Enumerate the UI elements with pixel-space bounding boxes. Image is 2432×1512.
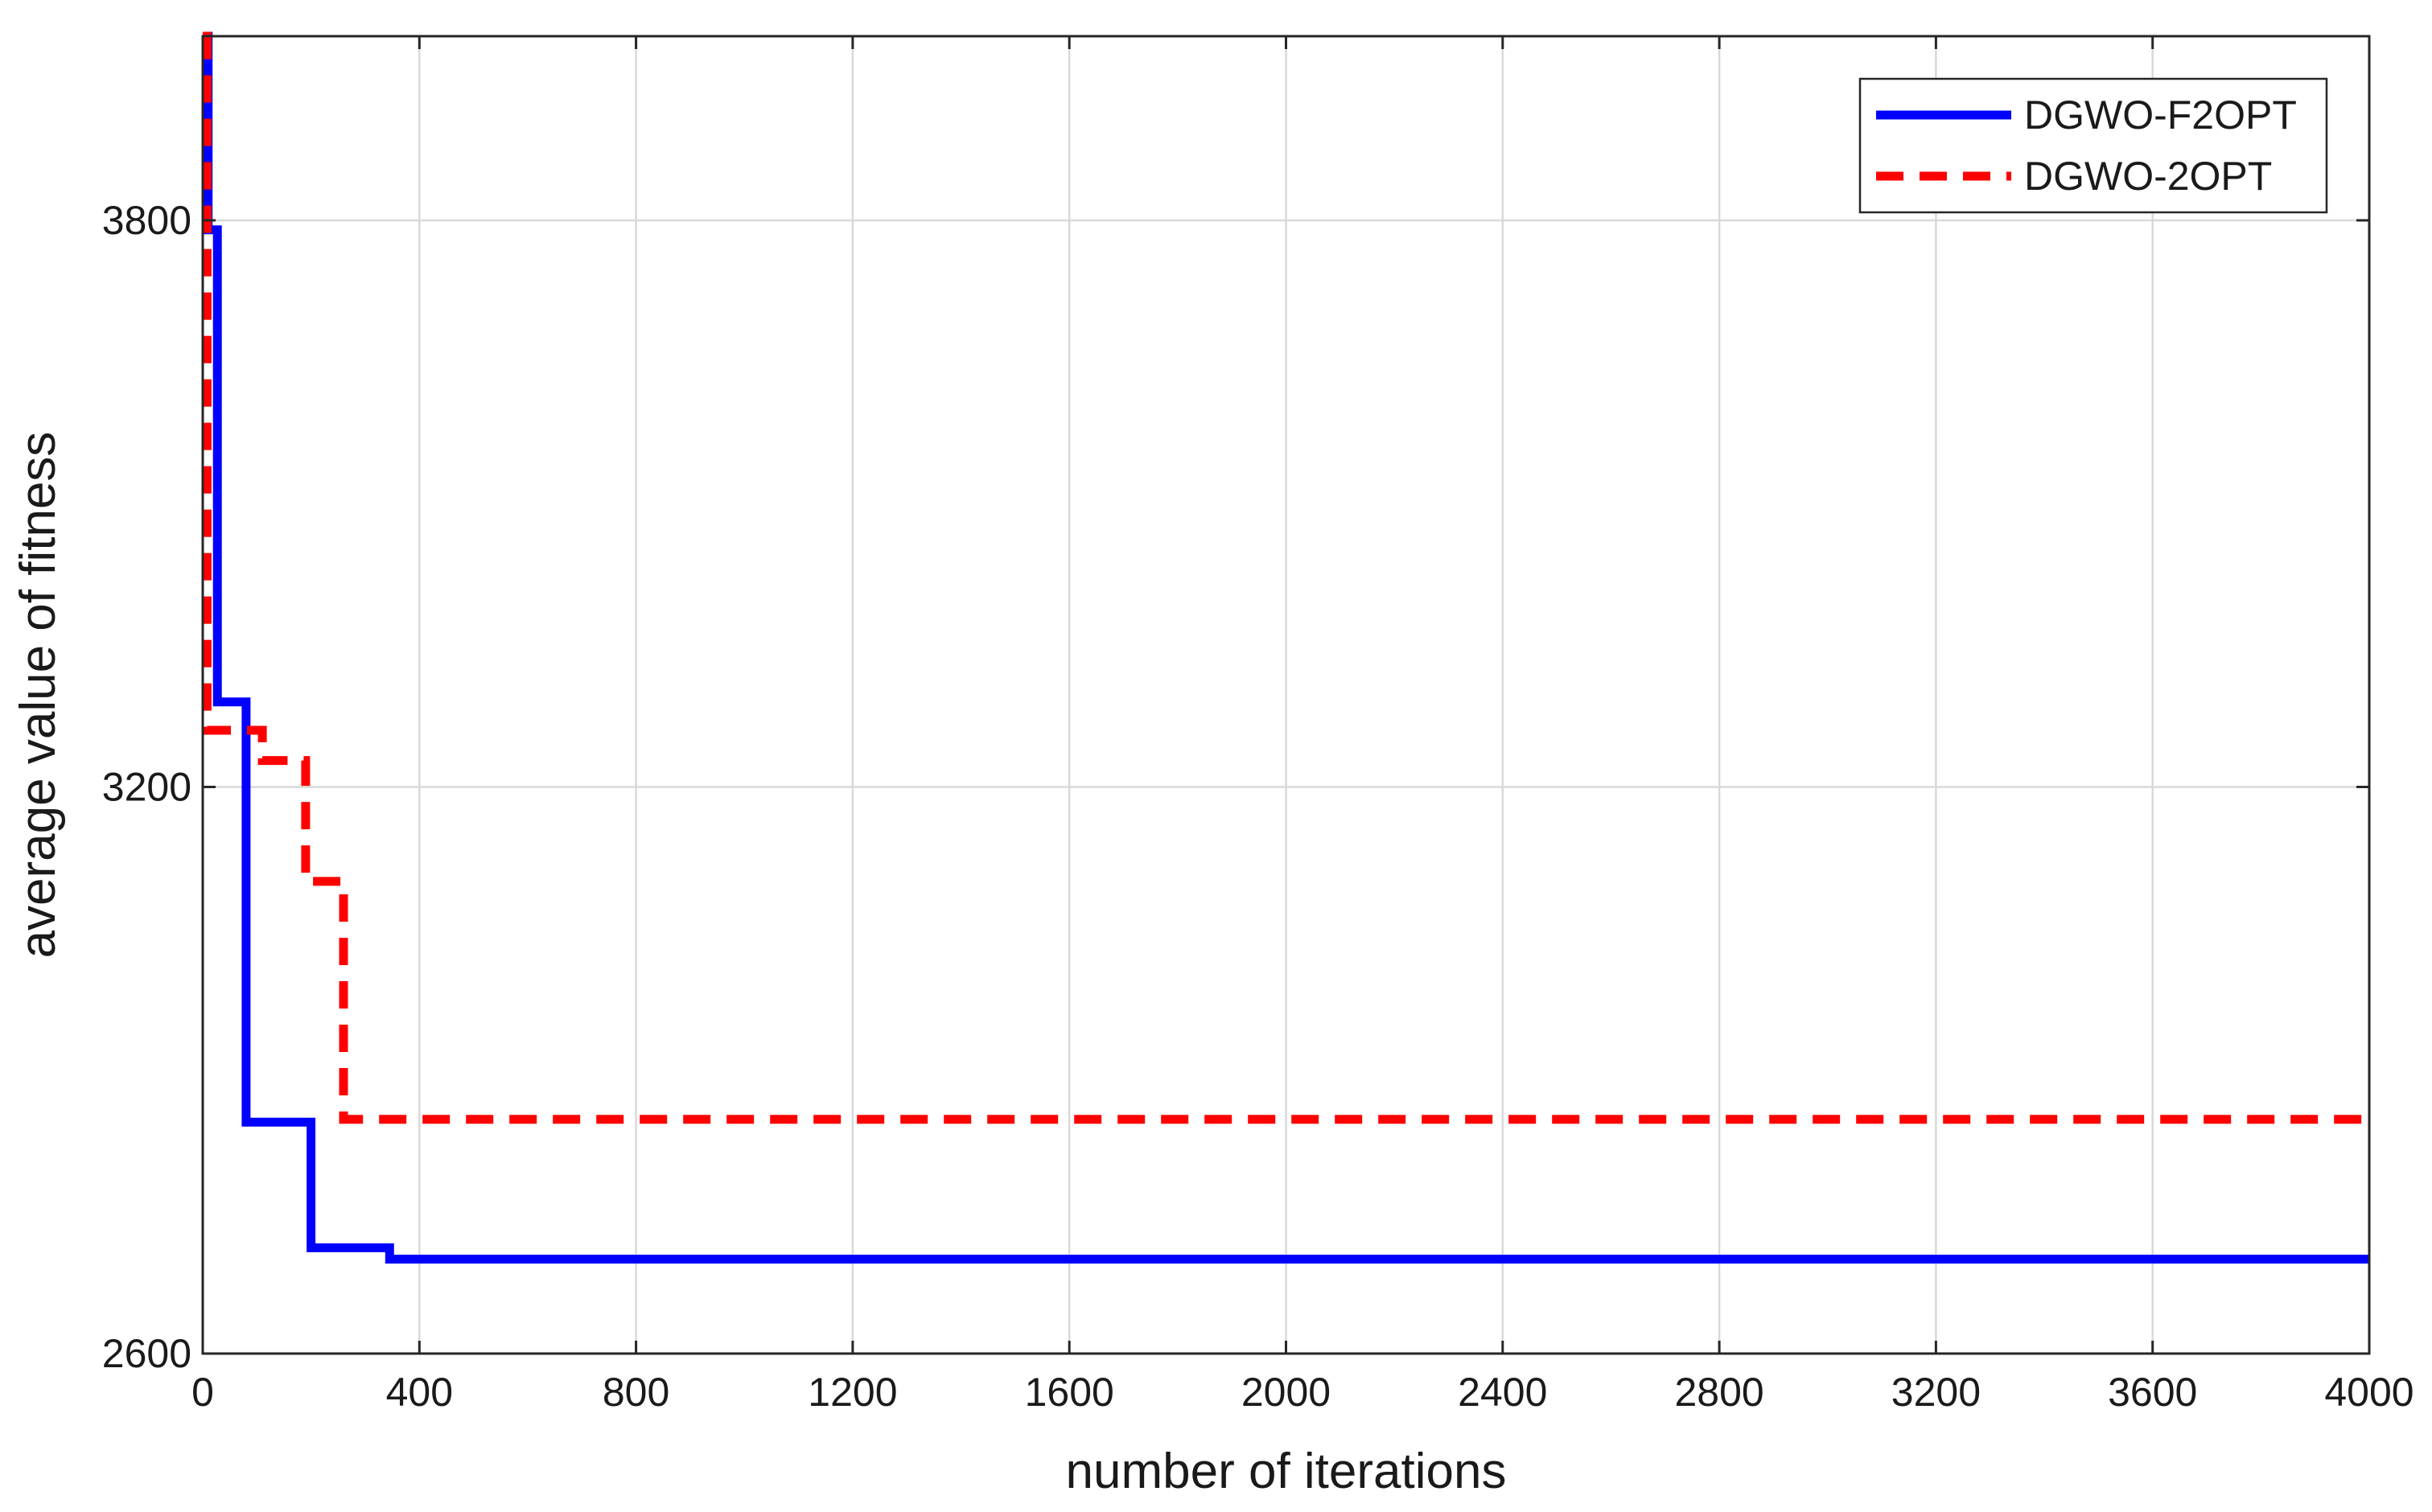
y-axis-label: average value of fitness [10, 432, 66, 959]
x-tick-label: 800 [603, 1370, 669, 1415]
ticks [201, 36, 2371, 1355]
x-tick-label: 0 [191, 1370, 214, 1415]
legend-box [1858, 77, 2328, 214]
y-tick-label: 3200 [102, 764, 191, 809]
y-tick-label: 3800 [102, 198, 191, 243]
series-line-dgwo-2opt [202, 31, 2369, 1124]
legend: DGWO-F2OPT DGWO-2OPT [1858, 77, 2328, 214]
y-tick-label: 2600 [102, 1331, 191, 1376]
x-tick-label: 2800 [1674, 1370, 1763, 1415]
legend-entry-dgwo-2opt: DGWO-2OPT [2024, 154, 2272, 199]
x-tick-label: 3600 [2108, 1370, 2197, 1415]
x-tick-label: 400 [386, 1370, 453, 1415]
grid [203, 36, 2369, 1354]
x-tick-label: 2400 [1458, 1370, 1547, 1415]
x-tick-label: 3200 [1891, 1370, 1981, 1415]
x-tick-label: 2000 [1241, 1370, 1331, 1415]
tick-labels: 0 400 800 1200 1600 2000 2400 2800 3200 3600 4000 2… [102, 198, 2414, 1415]
x-tick-label: 1200 [808, 1370, 897, 1415]
series-layer [202, 31, 2369, 1264]
series-line-dgwo-f2opt [203, 31, 2369, 1264]
x-tick-label: 4000 [2324, 1370, 2413, 1415]
x-axis-label: number of iterations [1066, 1444, 1507, 1499]
legend-entry-dgwo-f2opt: DGWO-F2OPT [2024, 92, 2297, 138]
x-tick-label: 1600 [1025, 1370, 1114, 1415]
